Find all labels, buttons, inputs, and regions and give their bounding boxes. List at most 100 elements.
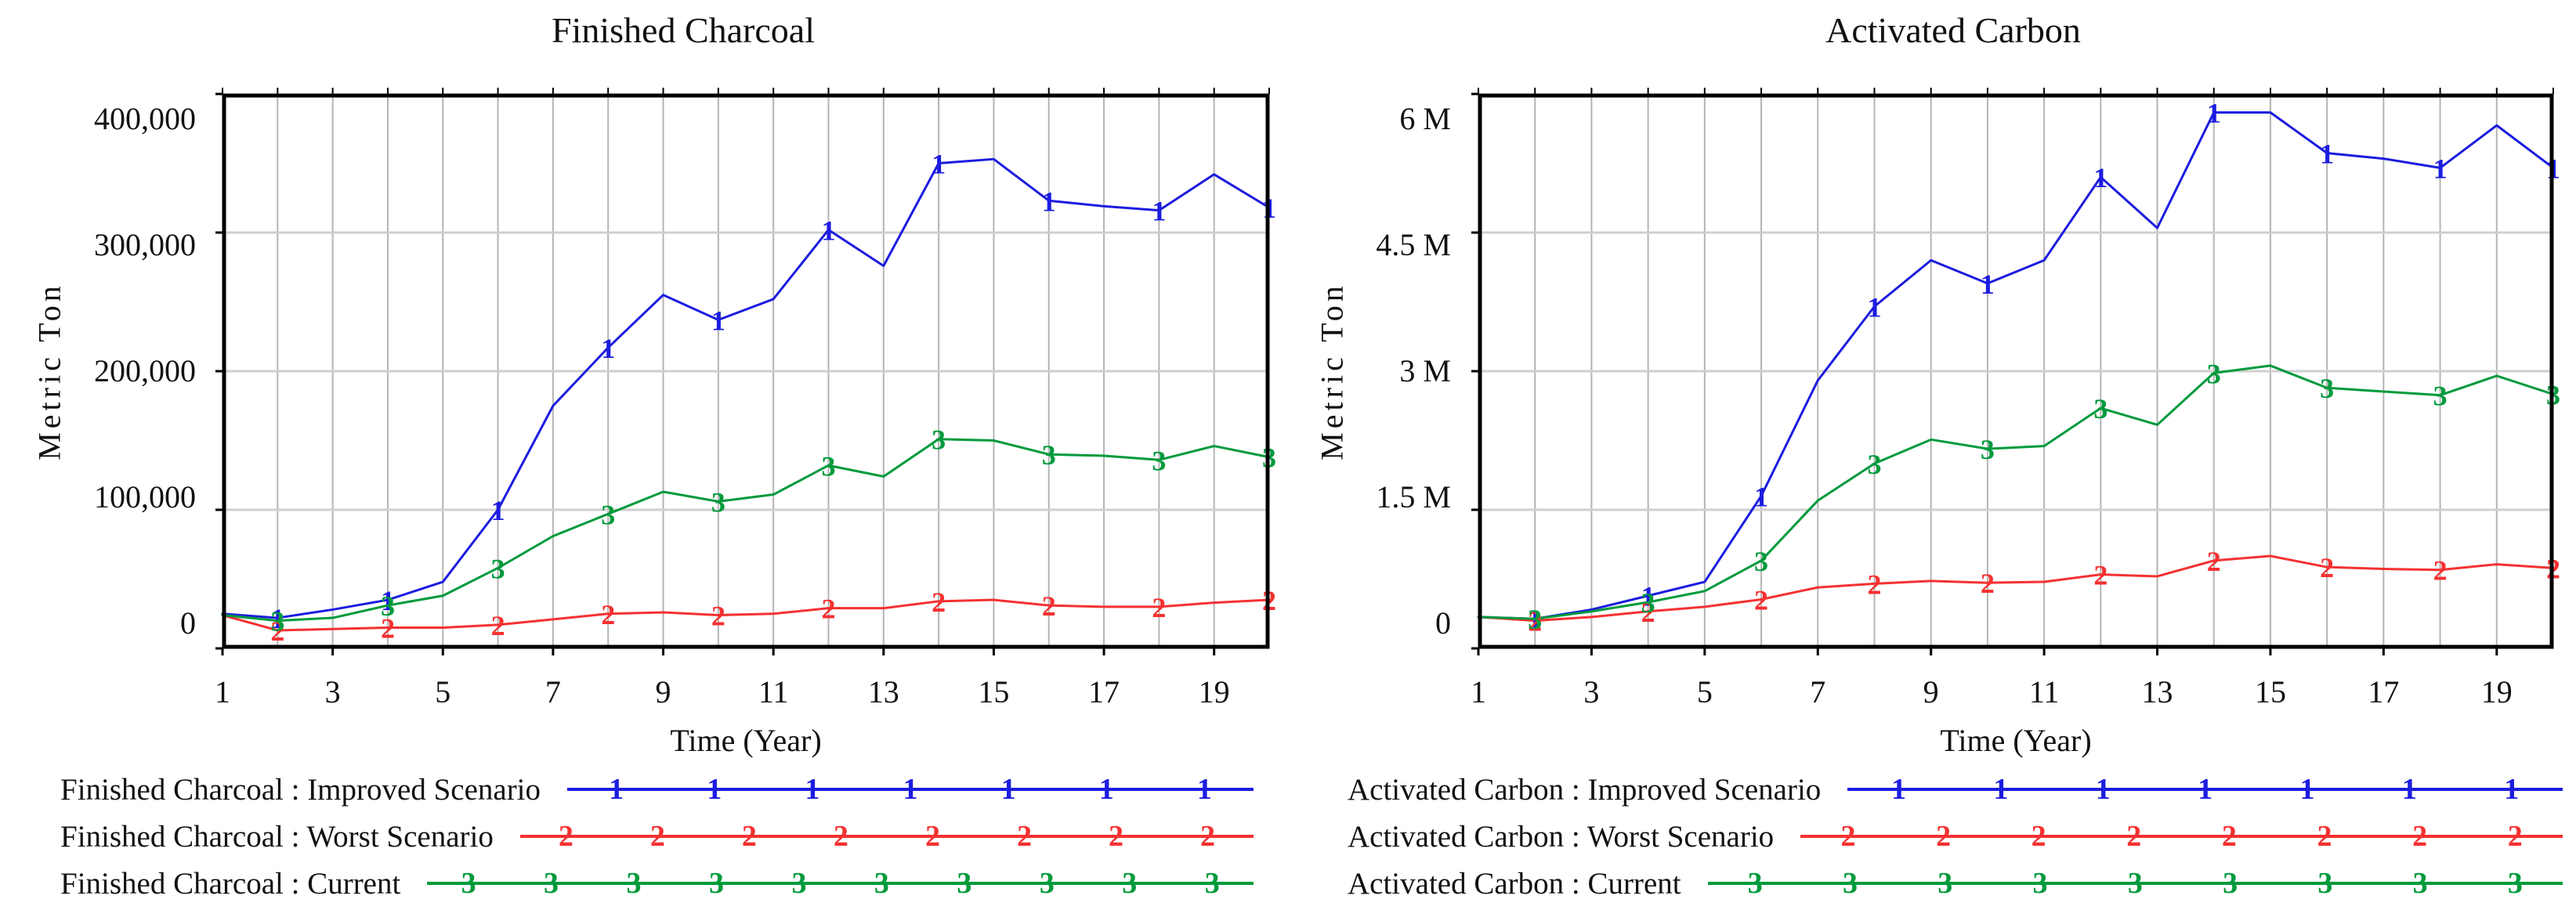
legend-marker: 3 — [2507, 867, 2523, 900]
series-marker: 3 — [711, 486, 725, 518]
x-axis-tick-label: 17 — [1088, 674, 1120, 709]
series-marker: 1 — [711, 305, 725, 337]
legend-marker: 1 — [2198, 773, 2213, 806]
legend-marker: 3 — [461, 867, 476, 900]
series-marker: 1 — [2433, 153, 2448, 184]
series-marker: 2 — [1152, 592, 1166, 623]
series-marker: 1 — [1528, 604, 1542, 635]
series-marker: 2 — [2207, 546, 2221, 577]
x-axis-tick-label: 7 — [1810, 674, 1826, 709]
legend-marker: 3 — [1039, 867, 1055, 900]
y-axis-tick-label: 400,000 — [94, 100, 196, 136]
chart-title-activated-carbon: Activated Carbon — [1825, 10, 2081, 50]
y-axis-tick-label: 4.5 M — [1376, 226, 1451, 262]
series-marker: 3 — [1754, 546, 1768, 577]
legend-line: 1 1 1 1 1 1 1 — [567, 769, 1254, 810]
series-marker: 3 — [1528, 604, 1542, 635]
legend-item: Finished Charcoal : Improved Scenario 1 1 1… — [60, 769, 1254, 810]
series-line-2 — [221, 598, 1271, 632]
legend-marker: 3 — [2032, 867, 2048, 900]
x-axis-title-right: Time (Year) — [1940, 723, 2092, 758]
series-marker: 1 — [1754, 481, 1768, 512]
series-marker: 1 — [270, 603, 284, 634]
legend-marker: 3 — [957, 867, 972, 900]
legend-marker: 2 — [1016, 820, 1032, 853]
series-marker: 1 — [1981, 269, 1995, 300]
series-marker: 3 — [270, 606, 284, 637]
series-marker: 1 — [2320, 139, 2334, 170]
series-marker: 1 — [601, 333, 615, 364]
legend-label: Finished Charcoal : Current — [60, 866, 401, 901]
x-axis-tick-label: 1 — [1471, 674, 1486, 709]
legend-marker: 3 — [2223, 867, 2238, 900]
series-marker: 1 — [1641, 581, 1655, 612]
y-axis-tick-label: 6 M — [1399, 100, 1451, 136]
legend-marker: 2 — [2317, 820, 2332, 853]
legend-marker: 2 — [1108, 820, 1123, 853]
x-axis-tick-label: 15 — [2254, 674, 2286, 709]
x-axis-tick-label: 17 — [2368, 674, 2400, 709]
x-axis-tick-label: 13 — [2141, 674, 2173, 709]
legend-marker: 2 — [2221, 820, 2237, 853]
y-axis-tick-label: 0 — [1435, 605, 1451, 641]
y-axis-tick-label: 200,000 — [94, 353, 196, 388]
legend-label: Finished Charcoal : Worst Scenario — [60, 819, 494, 854]
legend-marker: 1 — [2504, 773, 2520, 806]
x-axis-tick-label: 19 — [2480, 674, 2513, 709]
legend-item: Activated Carbon : Improved Scenario 1 1 1 1… — [1348, 769, 2563, 810]
x-axis-tick-label: 19 — [1198, 674, 1230, 709]
legend-marker: 1 — [903, 773, 918, 806]
y-axis-tick-label: 300,000 — [94, 226, 196, 262]
series-marker: 2 — [1528, 606, 1542, 637]
series-marker: 2 — [1641, 597, 1655, 628]
series-marker: 3 — [1152, 445, 1166, 476]
series-line-3 — [1477, 364, 2555, 620]
x-axis-tick-label: 9 — [1923, 674, 1939, 709]
legend-marker: 3 — [626, 867, 642, 900]
series-marker: 3 — [601, 499, 615, 530]
chart-title-finished-charcoal: Finished Charcoal — [552, 10, 815, 50]
legend-marker: 1 — [707, 773, 722, 806]
legend-label: Finished Charcoal : Improved Scenario — [60, 772, 541, 807]
series-marker: 3 — [1867, 449, 1881, 480]
series-marker: 3 — [2320, 373, 2334, 404]
series-line-1 — [221, 157, 1271, 619]
legend-line: 2 2 2 2 2 2 2 2 — [1800, 816, 2563, 857]
series-marker: 2 — [1981, 568, 1995, 599]
x-axis-tick-label: 5 — [435, 674, 451, 709]
series-marker: 2 — [1867, 569, 1881, 600]
x-axis-title-left: Time (Year) — [670, 723, 822, 758]
legend-label: Activated Carbon : Worst Scenario — [1348, 819, 1775, 854]
legend-marker: 2 — [649, 820, 665, 853]
legend-marker: 1 — [2401, 773, 2417, 806]
legend-marker: 1 — [609, 773, 624, 806]
x-axis-tick-label: 5 — [1696, 674, 1713, 709]
x-axis-tick-label: 3 — [324, 674, 341, 709]
legend-item: Activated Carbon : Worst Scenario 2 2 2 2 2 2 2… — [1348, 816, 2563, 857]
series-marker: 1 — [2093, 162, 2107, 193]
series-marker: 3 — [1042, 439, 1056, 471]
legend-marker: 2 — [1936, 820, 1952, 853]
legend-item: Finished Charcoal : Worst Scenario 2 2 2 2 2 2… — [60, 816, 1254, 857]
legend-marker: 1 — [1891, 773, 1906, 806]
x-axis-tick-label: 11 — [758, 674, 789, 709]
legend-marker: 3 — [1843, 867, 1858, 900]
legend-line-bar — [1800, 835, 2563, 838]
legend-marker: 3 — [1937, 867, 1953, 900]
x-axis-tick-label: 7 — [545, 674, 561, 709]
x-axis-tick-label: 13 — [867, 674, 899, 709]
legend-line-bar — [427, 882, 1254, 885]
legend-label: Activated Carbon : Improved Scenario — [1348, 772, 1822, 807]
series-marker: 2 — [2433, 555, 2448, 587]
y-axis-tick-label: 0 — [180, 605, 196, 641]
series-marker: 2 — [381, 612, 395, 644]
series-marker: 3 — [821, 450, 835, 482]
series-marker: 3 — [2093, 393, 2107, 424]
legend-marker: 3 — [2317, 867, 2333, 900]
y-axis-tick-label: 1.5 M — [1376, 479, 1451, 515]
series-marker: 2 — [2093, 560, 2107, 591]
series-marker: 2 — [270, 616, 284, 647]
series-marker: 1 — [932, 149, 946, 180]
legend-marker: 2 — [1199, 820, 1215, 853]
